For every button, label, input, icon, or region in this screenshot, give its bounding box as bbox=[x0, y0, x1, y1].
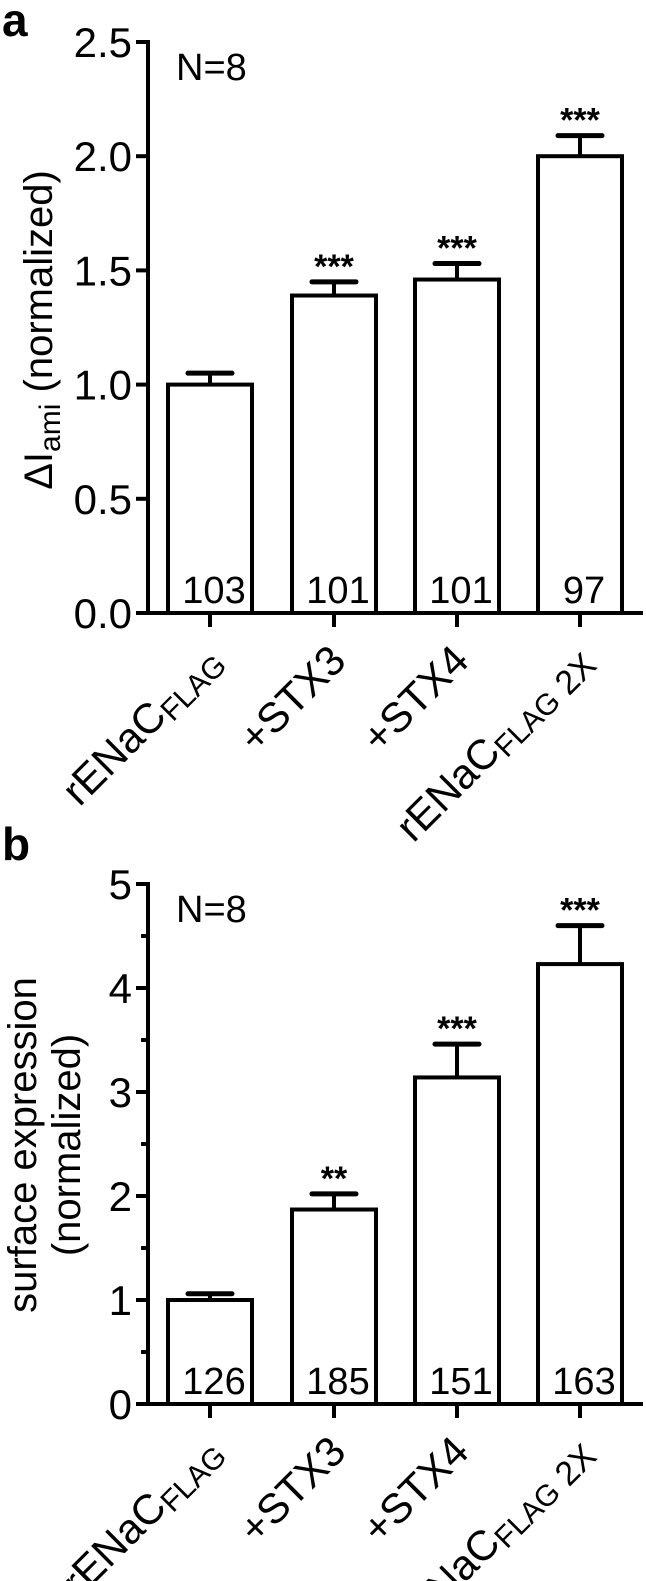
significance-marker: *** bbox=[437, 230, 477, 268]
y-axis-label-line: (normalized) bbox=[45, 1034, 89, 1256]
bar-count-label: 97 bbox=[563, 570, 605, 612]
bar bbox=[166, 382, 254, 615]
x-tick-label: +STX4 bbox=[353, 636, 478, 761]
bar bbox=[413, 277, 501, 615]
bar-count-label: 101 bbox=[429, 570, 492, 612]
n-annotation: N=8 bbox=[176, 47, 247, 89]
y-tick-label: 5 bbox=[109, 861, 132, 908]
x-label-main: +STX4 bbox=[353, 1427, 478, 1552]
bar bbox=[166, 1298, 254, 1406]
significance-marker: *** bbox=[560, 102, 600, 140]
panel-label: a bbox=[2, 0, 28, 46]
bar-count-label: 126 bbox=[182, 1361, 245, 1403]
significance-marker: *** bbox=[437, 1010, 477, 1048]
y-tick-label: 2 bbox=[109, 1173, 132, 1220]
y-axis-label: ΔIami (normalized) bbox=[17, 170, 67, 490]
x-label-sub: FLAG bbox=[154, 1440, 233, 1519]
bar-count-label: 151 bbox=[429, 1361, 492, 1403]
x-tick-label: +STX3 bbox=[230, 636, 355, 761]
y-axis-label-sub: ami bbox=[34, 404, 67, 452]
y-tick-label: 0.0 bbox=[74, 590, 132, 637]
bar bbox=[536, 962, 624, 1407]
x-tick-label: rENaCFLAG bbox=[53, 636, 234, 817]
x-tick-label: +STX3 bbox=[230, 1427, 355, 1552]
y-tick-label: 1.5 bbox=[74, 247, 132, 294]
bar-count-label: 163 bbox=[552, 1361, 615, 1403]
n-annotation: N=8 bbox=[176, 889, 247, 931]
significance-marker: *** bbox=[560, 892, 600, 930]
significance-marker: ** bbox=[321, 1160, 348, 1198]
bar-count-label: 185 bbox=[306, 1361, 369, 1403]
x-tick-label: rENaCFLAG bbox=[53, 1427, 234, 1581]
y-axis-label-rest: (normalized) bbox=[17, 170, 61, 403]
chart-panel-b: b 0 1 2 3 4 5 surface expression (normalized) N=8… bbox=[1, 818, 643, 1581]
y-tick-label: 2.0 bbox=[74, 133, 132, 180]
chart-panel-a: a 0.0 0.5 1.0 1.5 2.0 2.5 ΔIami (normalized) N=8… bbox=[2, 0, 643, 850]
y-tick-label: 3 bbox=[109, 1069, 132, 1116]
x-label-sub: FLAG bbox=[154, 649, 233, 728]
y-tick-label: 0 bbox=[109, 1381, 132, 1428]
significance-marker: *** bbox=[314, 248, 354, 286]
bar-count-label: 103 bbox=[182, 570, 245, 612]
y-tick-label: 2.5 bbox=[74, 19, 132, 66]
x-label-main: +STX3 bbox=[230, 636, 355, 761]
y-tick-label: 1.0 bbox=[74, 362, 132, 409]
bar-count-label: 101 bbox=[306, 570, 369, 612]
panel-label: b bbox=[2, 818, 30, 870]
bar bbox=[290, 293, 378, 615]
x-label-main: rENaC bbox=[387, 728, 509, 850]
y-tick-label: 1 bbox=[109, 1277, 132, 1324]
x-label-main: +STX4 bbox=[353, 636, 478, 761]
y-tick-label: 4 bbox=[109, 965, 132, 1012]
x-label-main: rENaC bbox=[53, 692, 175, 814]
x-label-main: +STX3 bbox=[230, 1427, 355, 1552]
y-tick-label: 0.5 bbox=[74, 476, 132, 523]
y-axis-label-line: surface expression bbox=[1, 977, 45, 1313]
bar bbox=[413, 1075, 501, 1406]
x-tick-label: +STX4 bbox=[353, 1427, 478, 1552]
bar bbox=[536, 154, 624, 615]
y-axis-label-main: ΔI bbox=[17, 452, 61, 490]
bar bbox=[290, 1207, 378, 1407]
